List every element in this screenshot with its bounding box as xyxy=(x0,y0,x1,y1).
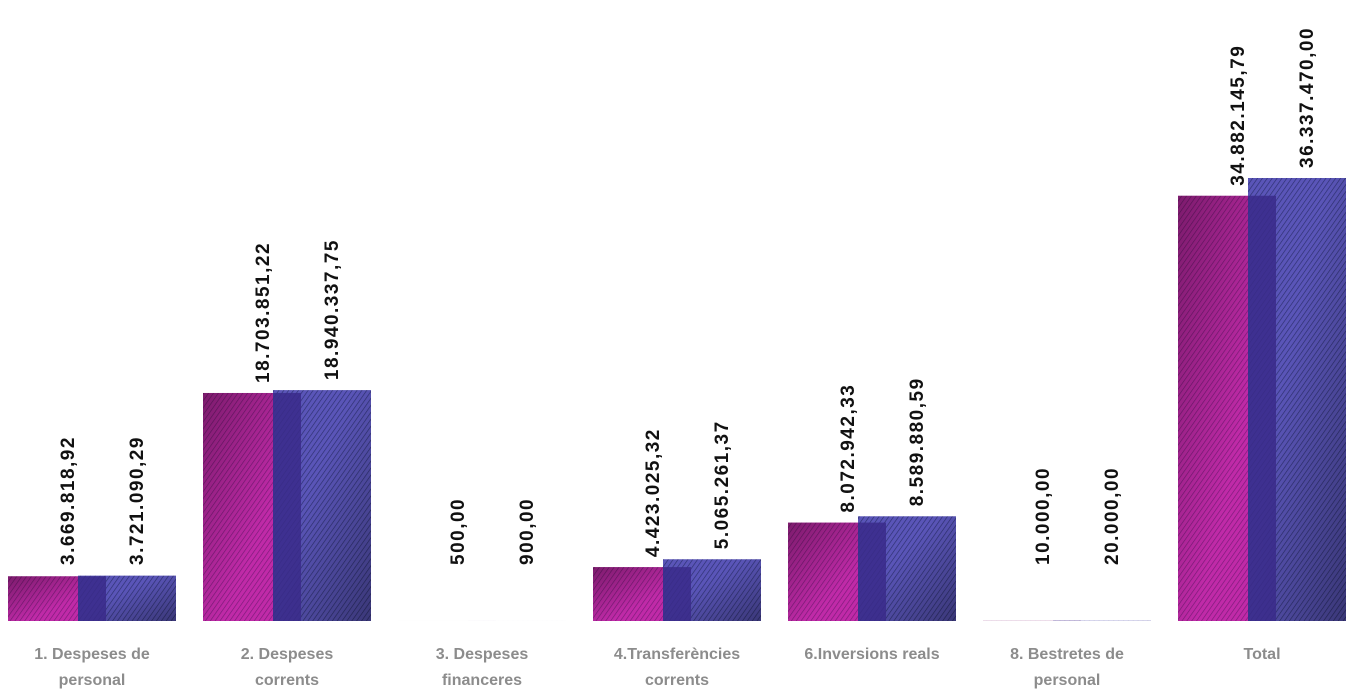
value-label-series2-5: 20.000,00 xyxy=(1102,467,1123,565)
category-label-1-line-0: 2. Despeses xyxy=(241,646,334,663)
value-label-series1-4: 8.072.942,33 xyxy=(838,384,859,513)
value-label-series2-1: 18.940.337,75 xyxy=(322,239,343,380)
category-label-2-line-0: 3. Despeses xyxy=(436,646,529,663)
category-label-5-line-0: 8. Bestretes de xyxy=(1010,646,1124,663)
value-label-series1-1: 18.703.851,22 xyxy=(253,242,274,383)
category-labels-layer: 1. Despeses de personal 2. Despeses corrent… xyxy=(34,646,1280,689)
category-label-5-line-1: personal xyxy=(1034,672,1101,689)
value-label-series2-2: 900,00 xyxy=(517,498,538,565)
category-label-0-line-1: personal xyxy=(59,672,126,689)
value-label-series2-0: 3.721.090,29 xyxy=(127,436,148,565)
category-label-1-line-1: corrents xyxy=(255,672,319,689)
category-label-3-line-1: corrents xyxy=(645,672,709,689)
value-label-series2-3: 5.065.261,37 xyxy=(712,420,733,549)
value-label-series1-0: 3.669.818,92 xyxy=(58,436,79,565)
value-label-series2-4: 8.589.880,59 xyxy=(907,377,928,506)
value-label-series1-3: 4.423.025,32 xyxy=(643,428,664,557)
value-label-series1-6: 34.882.145,79 xyxy=(1228,45,1249,186)
bars-layer xyxy=(8,178,1346,621)
bar-overlap-3 xyxy=(663,567,691,621)
bar-overlap-1 xyxy=(273,393,301,621)
value-label-series1-5: 10.000,00 xyxy=(1033,467,1054,565)
bar-overlap-4 xyxy=(858,523,886,621)
value-label-series1-2: 500,00 xyxy=(448,498,469,565)
category-label-0-line-0: 1. Despeses de xyxy=(34,646,150,663)
bar-overlap-6 xyxy=(1248,196,1276,621)
category-label-3-line-0: 4.Transferències xyxy=(614,646,740,663)
value-label-series2-6: 36.337.470,00 xyxy=(1297,27,1318,168)
bar-overlap-0 xyxy=(78,576,106,621)
category-label-6-line-0: Total xyxy=(1243,646,1280,663)
category-label-2-line-1: financeres xyxy=(442,672,522,689)
category-label-4-line-0: 6.Inversions reals xyxy=(804,646,939,663)
